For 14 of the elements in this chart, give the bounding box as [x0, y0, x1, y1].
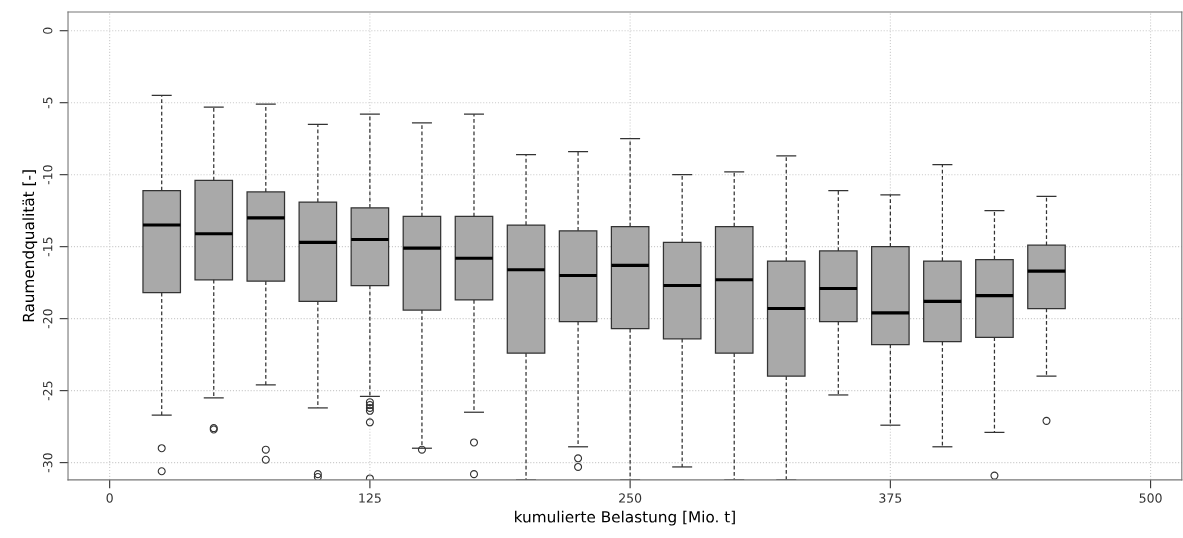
y-tick-label: -30	[42, 453, 53, 473]
y-tick-label: -15	[43, 237, 53, 257]
x-tick-label: 125	[359, 493, 381, 503]
x-tick-label: 0	[106, 493, 113, 503]
x-tick-label: 250	[619, 493, 642, 503]
y-tick-label: -25	[42, 381, 53, 401]
x-tick-label: 375	[879, 493, 902, 503]
y-tick-label: -10	[42, 165, 53, 185]
x-axis-title: kumulierte Belastung [Mio. t]	[515, 510, 735, 526]
y-tick-label: -5	[43, 97, 53, 109]
y-tick-label: -20	[42, 309, 53, 329]
y-tick-label: 0	[42, 27, 53, 34]
y-axis-title: Raumendqualität [-]	[22, 170, 38, 322]
x-tick-label: 500	[1139, 493, 1162, 503]
